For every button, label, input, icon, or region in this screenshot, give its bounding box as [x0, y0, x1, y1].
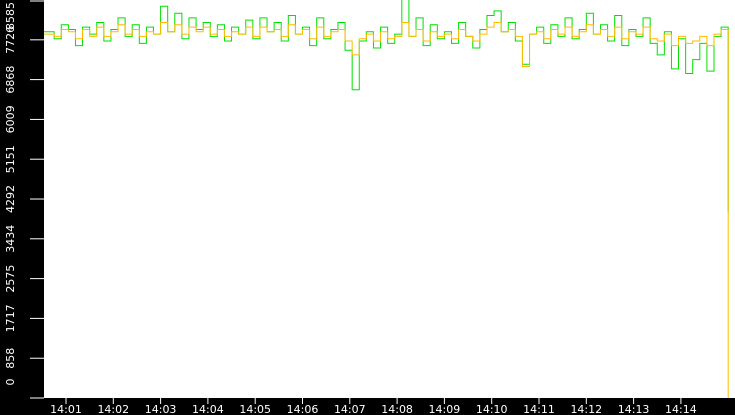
y-tick-label: 1717	[4, 304, 17, 332]
y-tick-label: 858	[4, 348, 17, 369]
y-tick-label: 6868	[4, 66, 17, 94]
x-tick-label: 14:12	[570, 403, 602, 415]
series-line-1	[44, 21, 729, 398]
x-tick-label: 14:02	[97, 403, 129, 415]
x-tick-label: 14:06	[287, 403, 319, 415]
y-tick-label: 5151	[4, 145, 17, 173]
y-tick-label: 4292	[4, 185, 17, 213]
plot-area	[44, 0, 735, 398]
x-tick-label: 14:03	[145, 403, 177, 415]
x-axis: 14:01 14:02 14:03 14:04 14:05 14:06 14:07 14:08…	[50, 398, 697, 415]
x-tick-label: 14:09	[429, 403, 461, 415]
y-tick-label: 6009	[4, 105, 17, 133]
x-tick-label: 14:01	[50, 403, 82, 415]
y-tick-label: 2575	[4, 265, 17, 293]
y-tick-label: 8585	[4, 2, 17, 30]
x-tick-label: 14:10	[476, 403, 508, 415]
y-tick-label: 0	[4, 379, 17, 386]
x-tick-label: 14:07	[334, 403, 366, 415]
x-tick-label: 14:04	[192, 403, 224, 415]
x-tick-label: 14:14	[665, 403, 697, 415]
x-tick-label: 14:05	[239, 403, 271, 415]
x-tick-label: 14:08	[381, 403, 413, 415]
y-tick-label: 7726	[4, 26, 17, 54]
series-layer	[44, 0, 729, 398]
y-tick-label: 3434	[4, 225, 17, 253]
x-tick-label: 14:13	[618, 403, 650, 415]
x-tick-label: 14:11	[523, 403, 555, 415]
